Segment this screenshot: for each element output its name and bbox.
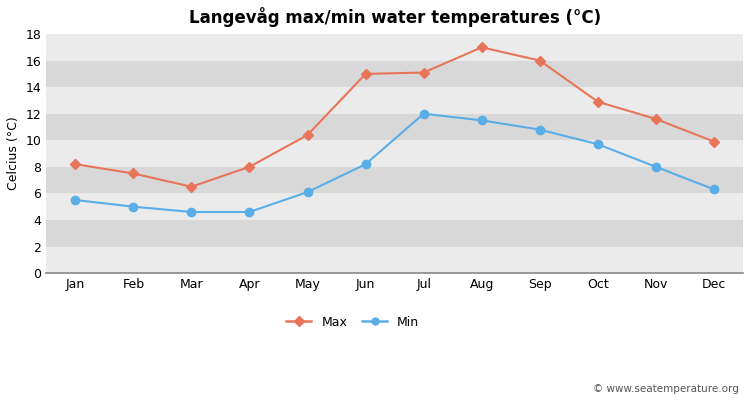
Bar [46, 246, 743, 273]
Legend: Max, Min: Max, Min [281, 311, 424, 334]
Text: © www.seatemperature.org: © www.seatemperature.org [592, 384, 739, 394]
Y-axis label: Celcius (°C): Celcius (°C) [7, 117, 20, 190]
Bar [46, 34, 743, 60]
Bar [46, 167, 743, 193]
Bar [46, 114, 743, 140]
Bar [46, 220, 743, 246]
Bar [46, 193, 743, 220]
Bar [46, 87, 743, 114]
Bar [46, 60, 743, 87]
Title: Langevåg max/min water temperatures (°C): Langevåg max/min water temperatures (°C) [188, 7, 601, 27]
Bar [46, 140, 743, 167]
